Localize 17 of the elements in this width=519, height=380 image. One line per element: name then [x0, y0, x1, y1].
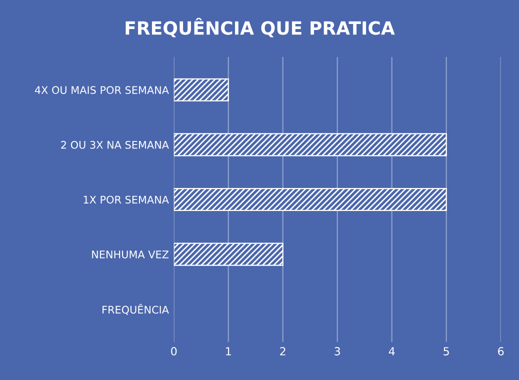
- y-tick-label: 2 OU 3X NA SEMANA: [61, 140, 169, 149]
- chart-title: FREQUÊNCIA QUE PRATICA: [126, 18, 395, 38]
- bar: [174, 78, 229, 102]
- y-tick-label: FREQUÊNCIA: [102, 304, 169, 315]
- bar: [174, 133, 447, 156]
- x-tick-label: 1: [226, 347, 231, 356]
- y-tick-label: 1X POR SEMANA: [84, 196, 169, 204]
- x-tick-label: 2: [280, 347, 286, 356]
- x-tick-label: 5: [444, 347, 449, 356]
- x-tick-label: 3: [334, 347, 340, 356]
- x-tick-label: 4: [388, 347, 395, 356]
- bar: [174, 242, 284, 266]
- bar: [174, 188, 447, 212]
- x-tick-label: 6: [498, 347, 504, 356]
- y-tick-label: 4X OU MAIS POR SEMANA: [34, 86, 169, 94]
- y-tick-label: NENHUMA VEZ: [92, 250, 169, 258]
- x-tick-label: 0: [171, 347, 177, 356]
